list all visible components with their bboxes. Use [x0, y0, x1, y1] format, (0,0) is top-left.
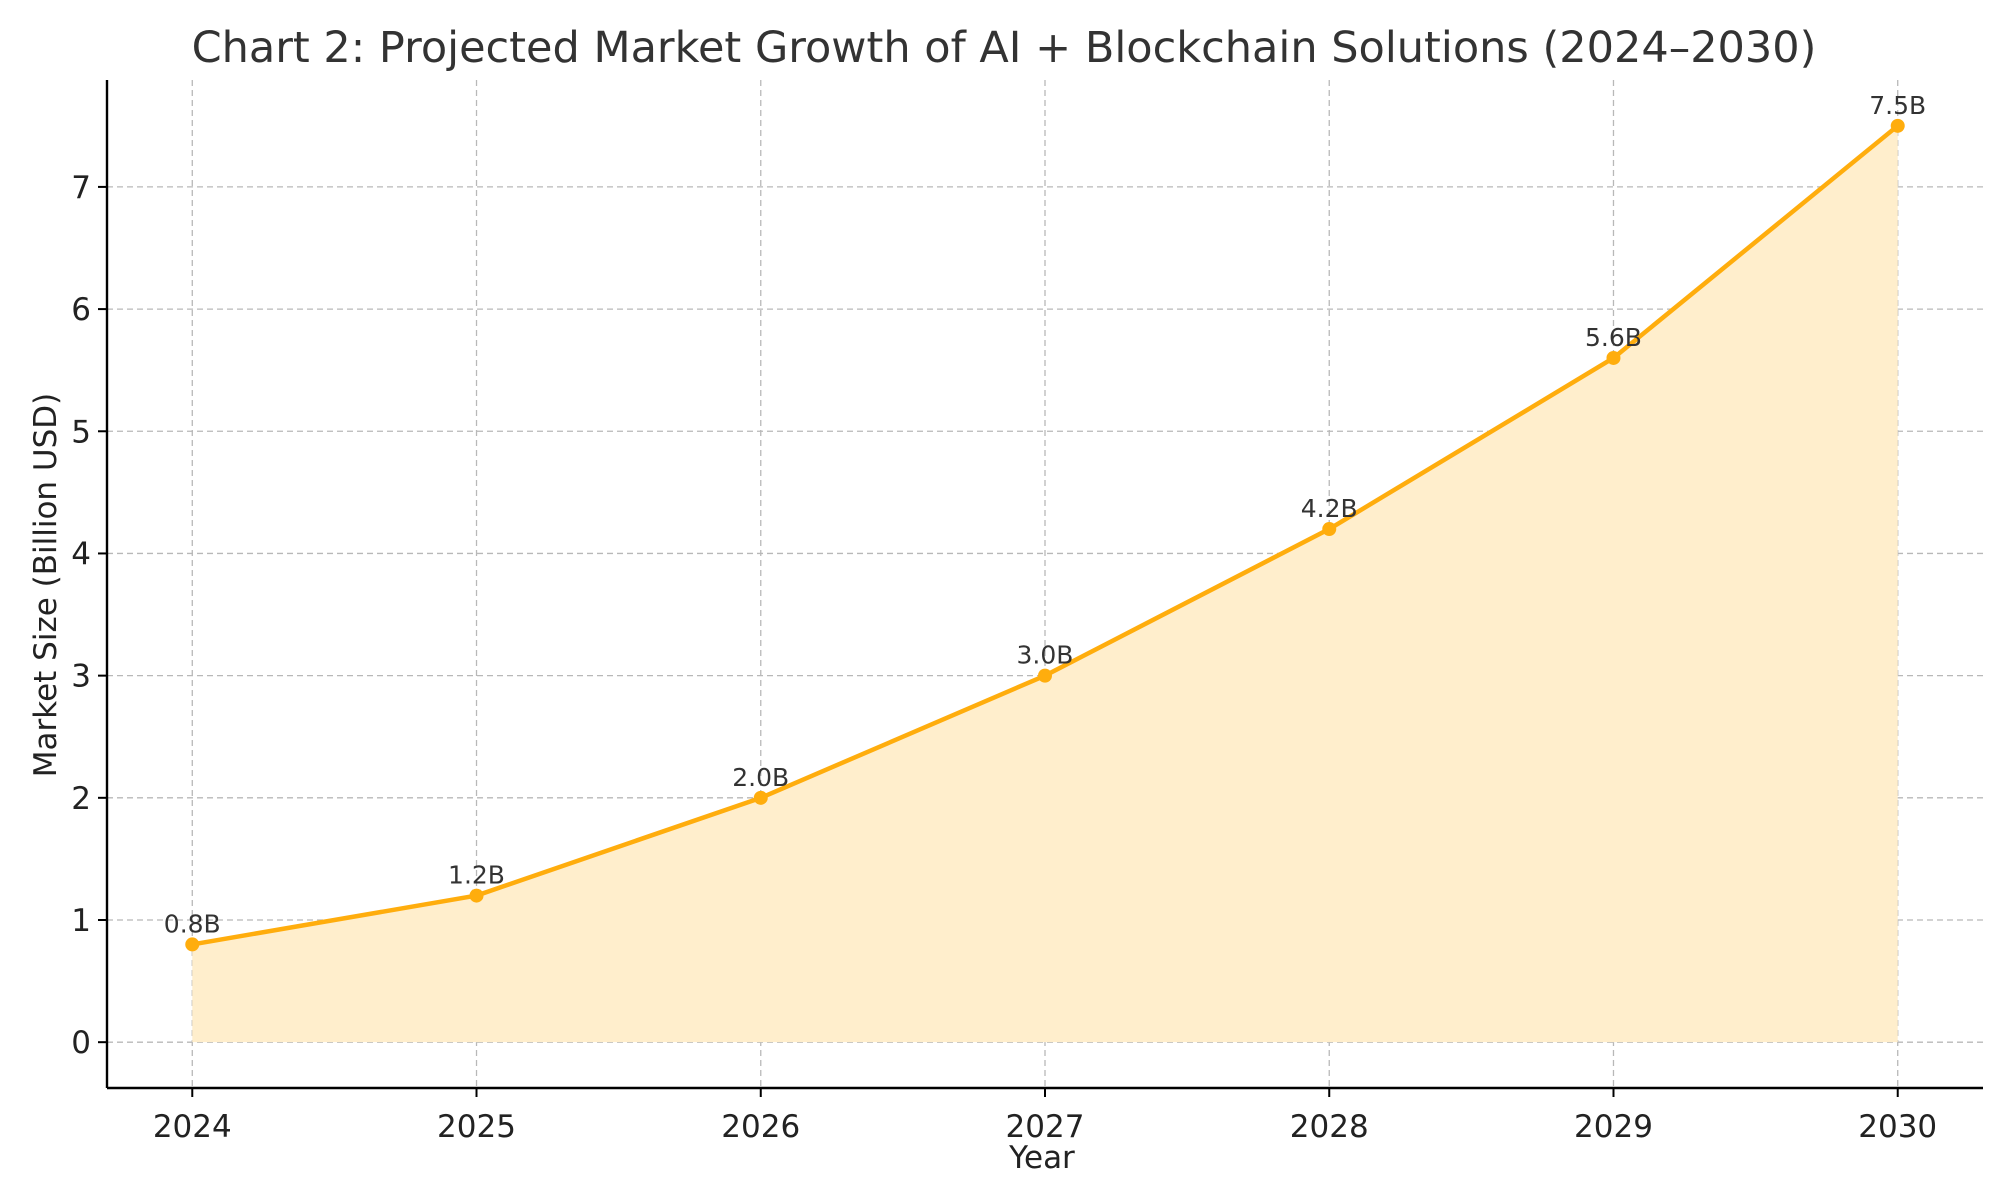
y-tick-label: 5: [71, 414, 91, 450]
data-label: 1.2B: [448, 861, 505, 890]
data-point: [185, 937, 200, 952]
x-tick-label: 2026: [721, 1109, 800, 1145]
x-axis-ticks: 2024 2025 2026 2027 2028 2029 2030: [153, 1088, 1937, 1145]
y-tick-label: 3: [71, 659, 91, 695]
y-tick-label: 4: [71, 536, 91, 572]
y-tick-label: 7: [71, 170, 91, 206]
data-label: 2.0B: [732, 763, 789, 792]
data-points: [185, 118, 1905, 952]
y-axis-label: Market Size (Billion USD): [28, 393, 64, 778]
data-label: 0.8B: [164, 909, 221, 938]
x-tick-label: 2027: [1006, 1109, 1085, 1145]
data-label: 7.5B: [1869, 91, 1926, 120]
data-point: [1606, 350, 1621, 365]
x-tick-label: 2030: [1858, 1109, 1937, 1145]
y-tick-label: 2: [71, 781, 91, 817]
data-label: 4.2B: [1301, 494, 1358, 523]
data-point: [469, 888, 484, 903]
data-label: 5.6B: [1585, 323, 1642, 352]
x-tick-label: 2028: [1290, 1109, 1369, 1145]
data-point: [1890, 118, 1905, 133]
x-tick-label: 2029: [1574, 1109, 1653, 1145]
y-tick-label: 0: [71, 1025, 91, 1061]
y-axis-ticks: 0 1 2 3 4 5 6 7: [71, 170, 107, 1061]
data-point: [753, 790, 768, 805]
data-point: [1038, 668, 1052, 683]
x-tick-label: 2024: [153, 1109, 232, 1145]
data-label: 3.0B: [1017, 641, 1074, 670]
area-fill: [192, 125, 1898, 1043]
x-tick-label: 2025: [437, 1109, 516, 1145]
x-axis-label: Year: [1008, 1140, 1075, 1176]
data-labels: 0.8B 1.2B 2.0B 3.0B 4.2B 5.6B 7.5B: [164, 91, 1926, 939]
data-point: [1322, 522, 1337, 537]
chart-title: Chart 2: Projected Market Growth of AI +…: [192, 23, 1817, 73]
y-tick-label: 6: [71, 292, 91, 328]
y-tick-label: 1: [71, 903, 91, 939]
